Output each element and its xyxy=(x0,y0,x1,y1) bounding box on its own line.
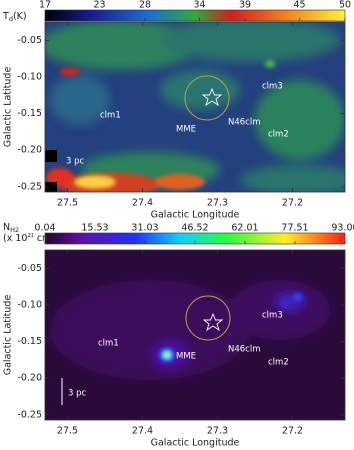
colorbar-tick-label: 17 xyxy=(39,0,51,11)
x-axis-label: Galactic Longitude xyxy=(151,438,240,449)
y-tick-label: -0.20 xyxy=(17,373,42,384)
x-axis-label: Galactic Longitude xyxy=(151,210,240,221)
colorbar xyxy=(44,9,346,22)
label-part: H2 xyxy=(10,226,19,234)
x-tick-label: 27.2 xyxy=(282,198,303,209)
colorbar-tick-label: 93.00 xyxy=(331,223,354,234)
y-tick-label: -0.20 xyxy=(17,145,42,156)
x-tick-label: 27.5 xyxy=(57,198,78,209)
annotation: clm1 xyxy=(98,339,119,349)
label-part: d xyxy=(9,15,13,23)
annotation: clm2 xyxy=(268,130,289,140)
x-tick-label: 27.5 xyxy=(57,426,78,437)
y-tick-label: -0.10 xyxy=(17,71,42,82)
annotation: N46clm xyxy=(228,345,261,355)
annotation: clm3 xyxy=(262,82,283,92)
label-part: (K) xyxy=(13,11,27,22)
star-marker xyxy=(202,312,224,332)
annotation: MME xyxy=(176,125,196,135)
colorbar-tick-label: 45 xyxy=(293,0,305,11)
colorbar-tick-label: 34 xyxy=(193,0,205,11)
y-tick-label: -0.05 xyxy=(17,35,42,46)
annotation: MME xyxy=(176,352,196,362)
colorbar-tick-label: 39 xyxy=(239,0,251,11)
annotation: N46clm xyxy=(228,118,261,128)
label-part: -2 xyxy=(51,233,56,239)
temperature-map xyxy=(45,22,345,192)
x-tick-label: 27.2 xyxy=(282,426,303,437)
colorbar-label: Td(K) xyxy=(2,11,27,24)
colorbar-tick-label: 62.01 xyxy=(231,223,258,234)
colorbar-label: NH2 xyxy=(3,222,19,235)
y-tick-label: -0.05 xyxy=(17,263,42,274)
y-axis-label: Galactic Latitude xyxy=(3,295,14,376)
annotation: clm3 xyxy=(262,311,283,321)
x-tick-label: 27.4 xyxy=(132,426,153,437)
colorbar-tick-label: 23 xyxy=(93,0,105,11)
label-part: (x 10 xyxy=(3,233,27,244)
colorbar-tick-label: 46.52 xyxy=(181,223,208,234)
column-density-map xyxy=(45,250,345,420)
colorbar-unit: (x 1021 cm-2) xyxy=(3,233,60,244)
annotation: 3 pc xyxy=(68,389,87,399)
x-tick-label: 27.4 xyxy=(132,198,153,209)
label-part: ) xyxy=(56,233,60,244)
colorbar-tick-label: 77.51 xyxy=(281,223,308,234)
label-part: N xyxy=(3,222,10,233)
x-tick-label: 27.3 xyxy=(207,426,228,437)
y-axis-label: Galactic Latitude xyxy=(3,67,14,148)
y-tick-label: -0.15 xyxy=(17,108,42,119)
colorbar-tick-label: 0.04 xyxy=(34,223,55,234)
y-tick-label: -0.10 xyxy=(17,299,42,310)
label-part: T xyxy=(2,11,9,22)
star-marker xyxy=(201,87,223,107)
label-part: 21 xyxy=(27,233,33,239)
colorbar-tick-label: 50 xyxy=(339,0,351,11)
plot-frame xyxy=(44,21,346,193)
colorbar-tick-label: 15.53 xyxy=(81,223,108,234)
colorbar-tick-label: 28 xyxy=(139,0,151,11)
annotation: clm2 xyxy=(268,358,289,368)
y-tick-label: -0.15 xyxy=(17,336,42,347)
annotation: clm1 xyxy=(100,111,121,121)
colorbar-tick-label: 31.03 xyxy=(131,223,158,234)
x-tick-label: 27.3 xyxy=(207,198,228,209)
y-tick-label: -0.25 xyxy=(17,409,42,420)
y-tick-label: -0.25 xyxy=(17,181,42,192)
region-circle xyxy=(185,295,231,341)
annotation: 3 pc xyxy=(66,157,85,167)
plot-frame xyxy=(44,249,346,421)
label-part: cm xyxy=(34,233,52,244)
region-circle xyxy=(184,75,230,121)
